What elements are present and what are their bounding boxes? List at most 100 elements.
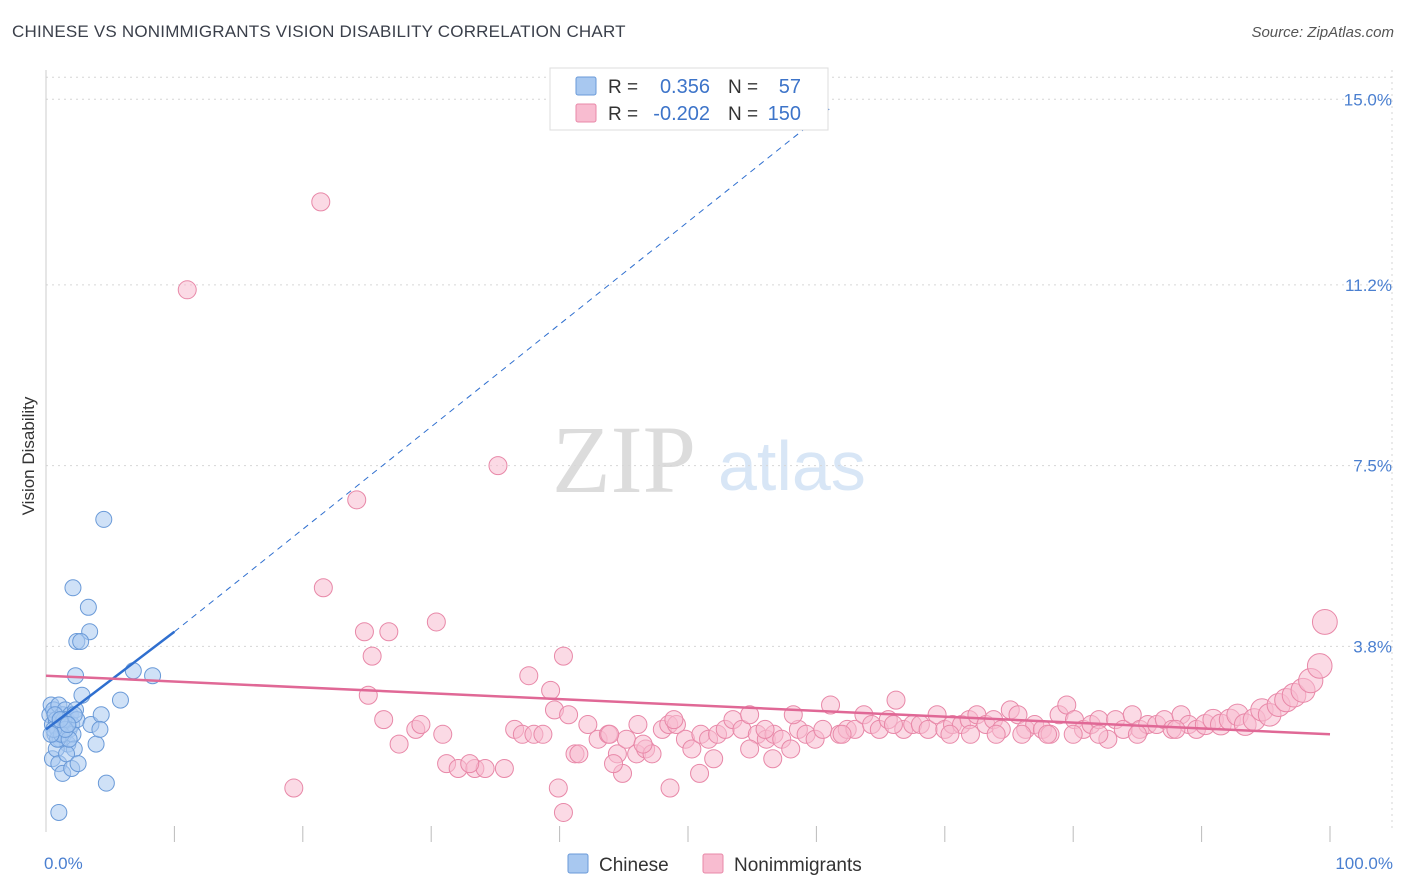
legend-n-label: N = bbox=[728, 104, 758, 125]
data-point bbox=[354, 622, 374, 642]
y-tick-label: 7.5% bbox=[1353, 457, 1392, 476]
data-point bbox=[362, 646, 382, 666]
data-point bbox=[64, 579, 82, 597]
x-tick-label-min: 0.0% bbox=[44, 854, 83, 873]
data-point bbox=[72, 633, 90, 650]
legend-swatch-nonimmigrants bbox=[702, 853, 724, 874]
data-point bbox=[940, 724, 960, 744]
data-point bbox=[633, 734, 653, 754]
data-point bbox=[460, 754, 480, 774]
data-point bbox=[832, 724, 852, 744]
data-point bbox=[813, 719, 833, 739]
data-point bbox=[578, 715, 598, 735]
data-point bbox=[1012, 724, 1032, 744]
data-point bbox=[50, 803, 68, 821]
trend-line-chinese-extension bbox=[174, 108, 830, 633]
legend-n-value-chinese: 57 bbox=[779, 76, 801, 98]
legend-r-label: R = bbox=[608, 77, 638, 98]
legend-r-value-chinese: 0.356 bbox=[660, 76, 710, 98]
legend-bottom: Chinese Nonimmigrants bbox=[567, 853, 862, 876]
data-point bbox=[569, 744, 589, 764]
data-point bbox=[347, 490, 367, 510]
trend-lines bbox=[45, 108, 1331, 736]
data-point bbox=[426, 612, 446, 632]
legend-label-chinese: Chinese bbox=[599, 855, 669, 876]
data-point bbox=[1166, 719, 1186, 739]
data-point bbox=[548, 778, 568, 798]
data-point bbox=[379, 622, 399, 642]
data-point bbox=[755, 719, 775, 739]
data-point bbox=[87, 735, 105, 753]
y-tick-label: 11.2% bbox=[1345, 276, 1392, 295]
data-point bbox=[411, 715, 431, 735]
data-point bbox=[1089, 724, 1109, 744]
data-point bbox=[960, 724, 980, 744]
data-point bbox=[313, 578, 333, 598]
source-credit: Source: ZipAtlas.com bbox=[1251, 24, 1394, 41]
series-chinese bbox=[41, 510, 162, 821]
data-point bbox=[604, 754, 624, 774]
data-point bbox=[79, 598, 97, 616]
data-point bbox=[690, 763, 710, 783]
legend-r-value-nonimmigrants: -0.202 bbox=[653, 103, 710, 125]
data-point bbox=[986, 724, 1006, 744]
data-point bbox=[553, 802, 573, 822]
trend-line-chinese bbox=[45, 630, 176, 731]
data-point bbox=[91, 720, 109, 738]
data-point bbox=[284, 778, 304, 798]
data-point bbox=[519, 666, 539, 686]
legend-swatch-chinese bbox=[567, 853, 589, 874]
data-point bbox=[541, 680, 561, 700]
data-point bbox=[1311, 609, 1338, 635]
data-point bbox=[92, 706, 110, 724]
data-point bbox=[1122, 705, 1142, 725]
watermark-zip: ZIP bbox=[552, 406, 696, 513]
y-tick-labels: 3.8% 7.5% 11.2% 15.0% bbox=[1344, 90, 1392, 656]
y-tick-label: 15.0% bbox=[1344, 90, 1392, 109]
legend-n-label: N = bbox=[728, 77, 758, 98]
data-point bbox=[433, 724, 453, 744]
data-point bbox=[660, 778, 680, 798]
data-point bbox=[1038, 724, 1058, 744]
chart-title: CHINESE VS NONIMMIGRANTS VISION DISABILI… bbox=[12, 22, 626, 41]
data-point bbox=[389, 734, 409, 754]
grid-lines bbox=[46, 76, 1392, 647]
data-point bbox=[763, 749, 783, 769]
legend-r-label: R = bbox=[608, 104, 638, 125]
data-point bbox=[628, 715, 648, 735]
data-point bbox=[95, 510, 113, 528]
x-tick-labels: 0.0% 100.0% bbox=[44, 854, 1393, 873]
data-point bbox=[111, 691, 129, 709]
trend-line-nonimmigrants bbox=[45, 674, 1331, 736]
x-tick-label-max: 100.0% bbox=[1335, 854, 1393, 873]
data-point bbox=[740, 739, 760, 759]
data-point bbox=[97, 774, 115, 792]
data-point bbox=[886, 690, 906, 710]
data-point bbox=[494, 759, 514, 778]
data-point bbox=[1063, 724, 1083, 744]
legend-n-value-nonimmigrants: 150 bbox=[768, 103, 801, 125]
data-point bbox=[59, 716, 77, 734]
data-point bbox=[124, 662, 142, 680]
data-point bbox=[488, 456, 508, 476]
data-point bbox=[553, 646, 573, 666]
data-point bbox=[69, 755, 87, 773]
data-point bbox=[821, 695, 841, 715]
data-point bbox=[177, 280, 197, 300]
y-axis-title: Vision Disability bbox=[19, 396, 38, 515]
data-point bbox=[1057, 695, 1077, 715]
legend-label-nonimmigrants: Nonimmigrants bbox=[734, 855, 862, 876]
legend-swatch-chinese bbox=[575, 76, 597, 96]
data-point bbox=[559, 705, 579, 725]
data-point bbox=[740, 705, 760, 725]
data-point bbox=[1127, 724, 1147, 744]
y-tick-label: 3.8% bbox=[1353, 637, 1392, 656]
data-point bbox=[600, 724, 620, 744]
data-point bbox=[664, 710, 684, 730]
data-point bbox=[533, 724, 553, 744]
data-point bbox=[311, 192, 331, 212]
data-point bbox=[704, 749, 724, 769]
data-point bbox=[374, 710, 394, 730]
data-point bbox=[682, 739, 702, 759]
data-point bbox=[1306, 653, 1333, 679]
